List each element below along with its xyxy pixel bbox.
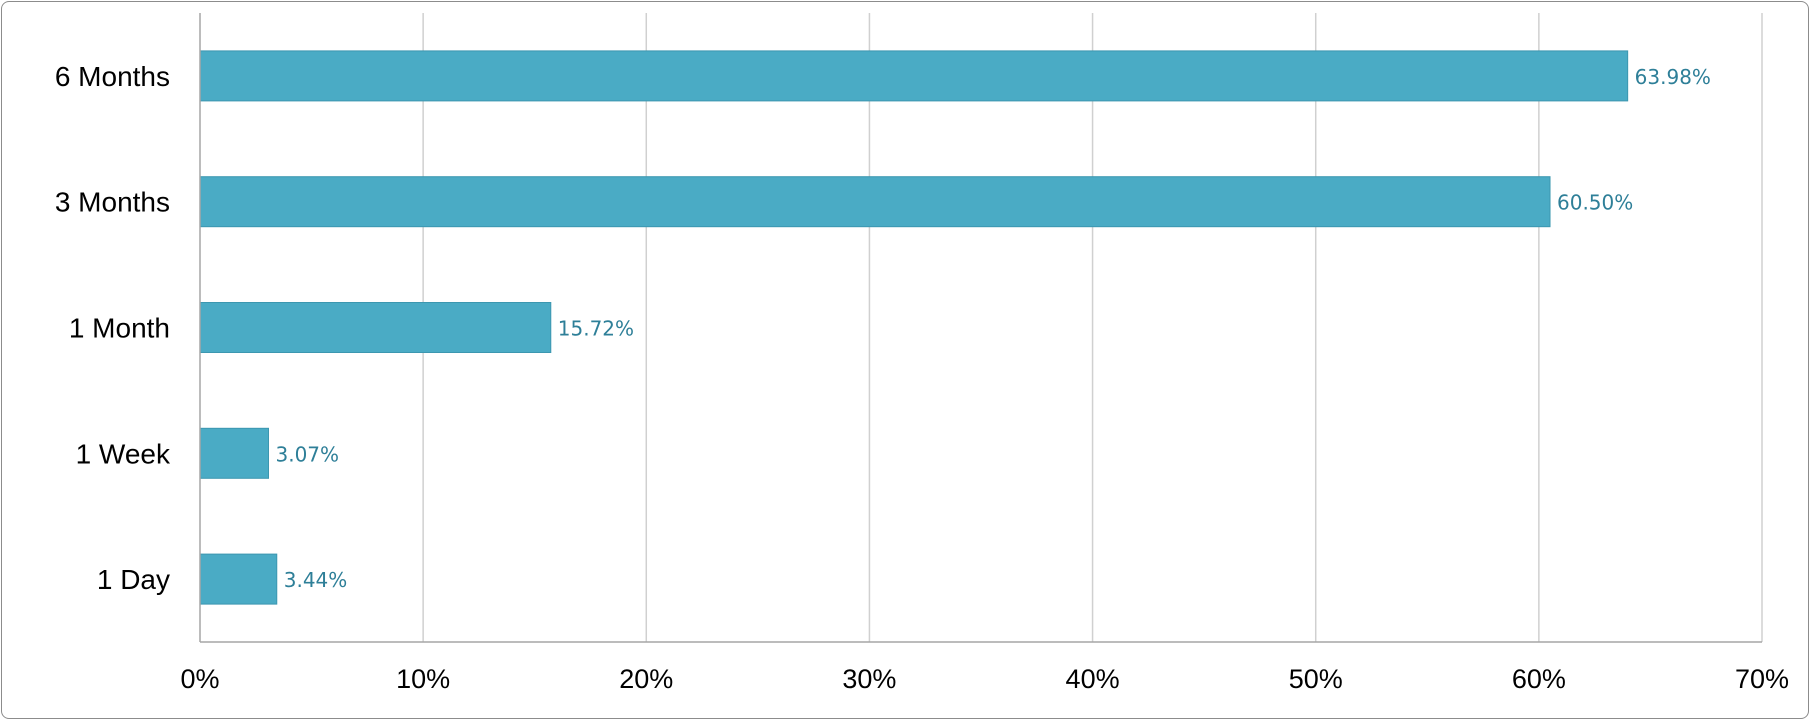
gridlines bbox=[422, 13, 1763, 642]
category-label-1-day: 1 Day bbox=[97, 564, 170, 595]
axes bbox=[199, 13, 1762, 643]
x-tick-label-0: 0% bbox=[180, 664, 219, 694]
category-label-3-months: 3 Months bbox=[55, 187, 170, 218]
data-label-1-day: 3.44% bbox=[284, 568, 348, 592]
bar-1-day bbox=[199, 553, 278, 605]
data-label-1-month: 15.72% bbox=[558, 317, 634, 341]
x-tick-label-40: 40% bbox=[1066, 664, 1120, 694]
x-tick-label-30: 30% bbox=[842, 664, 896, 694]
x-tick-label-50: 50% bbox=[1289, 664, 1343, 694]
labels: 0% 10% 20% 30% 40% 50% 60% 70% 6 Months 63.98% 3 M… bbox=[55, 61, 1789, 694]
bar-6-months bbox=[199, 50, 1629, 102]
bar-1-month bbox=[199, 302, 552, 353]
category-label-1-week: 1 Week bbox=[76, 438, 171, 469]
data-label-3-months: 60.50% bbox=[1557, 191, 1633, 215]
bars bbox=[199, 50, 1629, 605]
category-label-1-month: 1 Month bbox=[69, 313, 170, 344]
data-label-1-week: 3.07% bbox=[276, 442, 340, 466]
x-tick-label-20: 20% bbox=[619, 664, 673, 694]
x-tick-label-60: 60% bbox=[1512, 664, 1566, 694]
category-label-6-months: 6 Months bbox=[55, 61, 170, 92]
data-label-6-months: 63.98% bbox=[1635, 65, 1711, 89]
bar-3-months bbox=[199, 176, 1551, 228]
bar-1-week bbox=[199, 427, 270, 479]
x-tick-label-10: 10% bbox=[396, 664, 450, 694]
x-tick-label-70: 70% bbox=[1735, 664, 1789, 694]
